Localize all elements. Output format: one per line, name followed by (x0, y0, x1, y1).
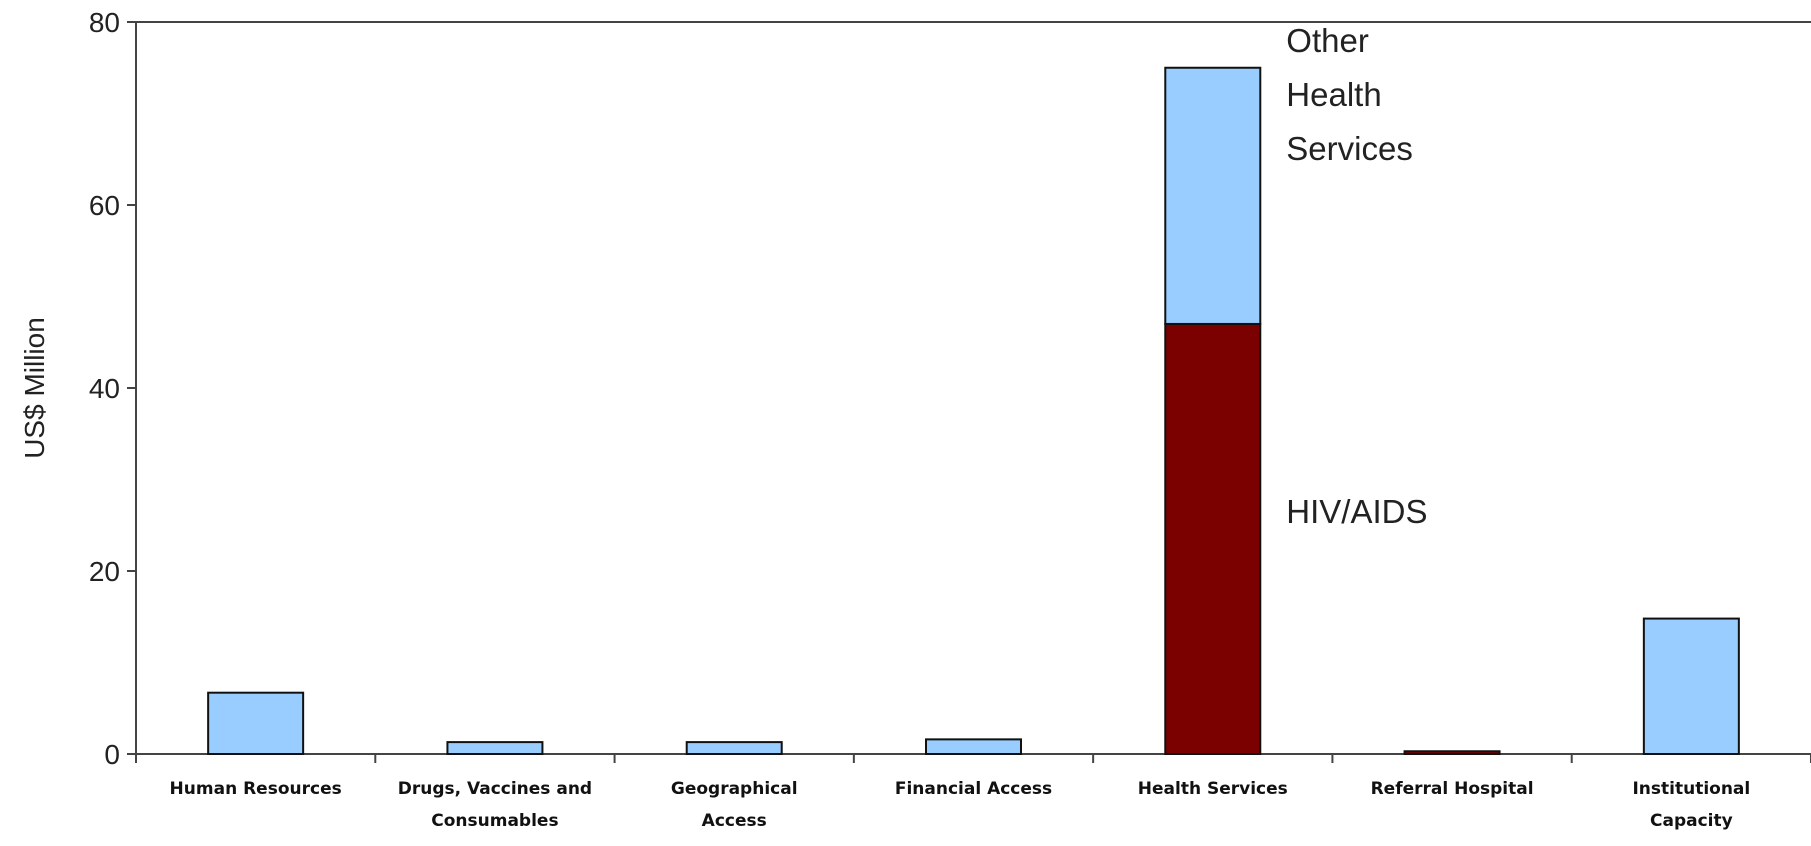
x-tick-label: Financial Access (895, 779, 1052, 799)
bar-other (207, 691, 305, 756)
bar-annotation: Health (1286, 76, 1381, 113)
x-tick-label: Geographical (671, 779, 798, 799)
x-tick-label: Human Resources (170, 779, 342, 799)
x-tick-label: Referral Hospital (1371, 779, 1534, 799)
bar-other (1164, 66, 1262, 325)
bar-other (446, 741, 544, 755)
bar-other (1642, 617, 1740, 756)
x-tick-label: Drugs, Vaccines and (398, 779, 592, 799)
bar-hiv (1403, 750, 1501, 756)
bar-annotation: Other (1286, 22, 1369, 59)
x-tick-label: Institutional (1632, 779, 1750, 799)
bar-hiv (1164, 322, 1262, 755)
bar-other (685, 741, 783, 755)
bar-other (925, 738, 1022, 755)
y-axis-label: US$ Million (19, 317, 50, 459)
bar-annotation: Services (1286, 130, 1413, 167)
y-tick-label: 0 (104, 739, 120, 770)
x-tick-label: Health Services (1138, 779, 1288, 799)
x-tick-label: Consumables (431, 811, 558, 831)
y-tick-label: 20 (89, 556, 120, 587)
y-tick-label: 40 (89, 373, 120, 404)
bar-annotation: HIV/AIDS (1286, 493, 1427, 530)
y-tick-label: 60 (89, 190, 120, 221)
x-tick-label: Access (702, 811, 767, 831)
y-tick-label: 80 (89, 7, 120, 38)
x-tick-label: Capacity (1650, 811, 1733, 831)
